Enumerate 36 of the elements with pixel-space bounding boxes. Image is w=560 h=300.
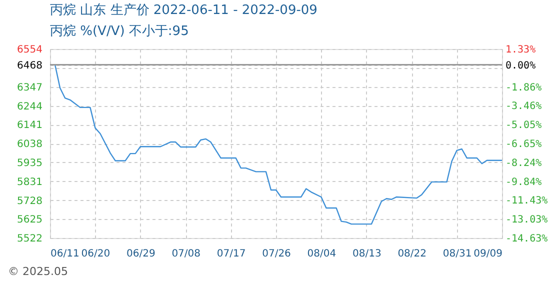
y2-tick-label: -11.43% <box>506 196 548 207</box>
y-tick-label: 5935 <box>17 158 42 169</box>
x-tick-label: 07/08 <box>172 248 201 260</box>
x-tick-label: 08/13 <box>352 248 382 260</box>
x-tick-label: 07/26 <box>262 248 291 260</box>
x-tick-label: 09/09 <box>474 248 502 260</box>
y-tick-label: 5522 <box>17 234 42 244</box>
y2-tick-label: -14.63% <box>506 234 548 244</box>
y-tick-label: 5831 <box>17 176 42 188</box>
y-tick-label: 6468 <box>17 60 42 72</box>
y-tick-label: 5625 <box>17 214 42 226</box>
y2-tick-label: -5.05% <box>506 120 542 132</box>
x-tick-label: 06/20 <box>81 248 110 260</box>
y-tick-label: 6347 <box>17 82 42 94</box>
chart-subtitle: 丙烷 %(V/V) 不小于:95 <box>50 24 189 39</box>
y2-tick-label: 0.00% <box>506 60 536 72</box>
y-tick-label: 6141 <box>17 120 42 132</box>
y-tick-label: 6038 <box>17 139 42 150</box>
x-tick-label: 08/22 <box>398 248 427 260</box>
x-tick-label: 06/11 <box>50 248 80 260</box>
y-tick-label: 6554 <box>17 44 42 56</box>
x-tick-label: 08/04 <box>307 248 336 260</box>
x-tick-label: 08/31 <box>442 248 472 260</box>
y-tick-label: 6244 <box>17 101 42 112</box>
y2-tick-label: -13.03% <box>506 214 548 226</box>
y2-tick-label: -3.46% <box>506 101 542 112</box>
y2-tick-label: -1.86% <box>506 82 542 94</box>
y-tick-label: 5728 <box>17 196 42 207</box>
x-tick-label: 07/17 <box>216 248 246 260</box>
y2-tick-label: -6.65% <box>506 139 542 150</box>
text: © 2025.05 <box>8 265 68 278</box>
x-tick-label: 06/29 <box>126 248 156 260</box>
y2-tick-label: -8.24% <box>506 158 542 169</box>
y2-tick-label: 1.33% <box>506 44 536 56</box>
chart-title: 丙烷 山东 生产价 2022-06-11 - 2022-09-09 <box>50 3 318 18</box>
y2-tick-label: -9.84% <box>506 176 542 188</box>
